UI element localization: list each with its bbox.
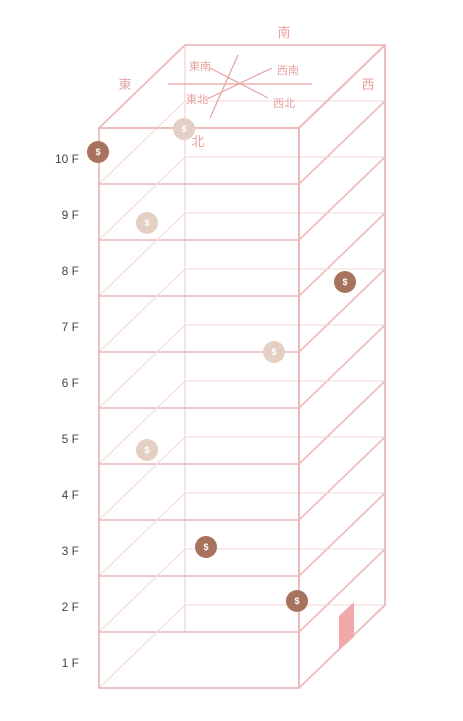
floor-label: 10 F (55, 152, 79, 166)
direction-south: 南 (277, 25, 290, 41)
floor-slab (98, 324, 386, 409)
floor-slab (98, 548, 386, 633)
floor-label: 2 F (62, 600, 79, 614)
floor-label: 9 F (62, 208, 79, 222)
direction-north: 北 (191, 135, 204, 150)
floor-label: 4 F (62, 488, 79, 502)
floor-slab (98, 492, 386, 577)
floor-slab (98, 436, 386, 521)
floor-label: 1 F (62, 656, 79, 670)
direction-northwest: 西北 (273, 97, 295, 110)
coin-symbol: $ (294, 596, 299, 606)
dollar-coin-icon: $ (173, 118, 195, 140)
coin-symbol: $ (203, 542, 208, 552)
dollar-coin-icon: $ (87, 141, 109, 163)
direction-west: 西 (361, 78, 374, 93)
building-outline (98, 44, 386, 689)
dollar-coin-icon: $ (195, 536, 217, 558)
direction-east: 東 (118, 77, 131, 93)
coin-symbol: $ (271, 347, 276, 357)
floor-labels: 10 F 9 F 8 F 7 F 6 F 5 F 4 F 3 F 2 F 1 F (55, 152, 79, 670)
compass-rose-icon (168, 54, 312, 119)
floor-slab (98, 380, 386, 465)
floor-label: 3 F (62, 544, 79, 558)
coin-symbol: $ (95, 147, 100, 157)
door-icon (339, 602, 354, 650)
coin-symbol: $ (144, 445, 149, 455)
coin-symbol: $ (181, 124, 186, 134)
building-hidden-edges (98, 44, 186, 632)
floor-label: 8 F (62, 264, 79, 278)
floor-label: 7 F (62, 320, 79, 334)
dollar-coin-icon: $ (334, 271, 356, 293)
floor-slab (98, 156, 386, 241)
coin-symbol: $ (342, 277, 347, 287)
dollar-coin-icon: $ (136, 439, 158, 461)
direction-northeast: 東北 (186, 93, 208, 106)
dollar-coin-icon: $ (263, 341, 285, 363)
dollar-coin-icon: $ (136, 212, 158, 234)
coin-symbol: $ (144, 218, 149, 228)
floor-slabs (98, 100, 386, 689)
dollar-coin-icon: $ (286, 590, 308, 612)
direction-southeast: 東南 (189, 60, 211, 73)
coins: $ $ $ $ $ $ $ $ (87, 118, 356, 612)
floor-label: 6 F (62, 376, 79, 390)
floor-slab (98, 100, 386, 185)
direction-southwest: 西南 (277, 64, 299, 77)
floor-slab (98, 212, 386, 297)
floor-label: 5 F (62, 432, 79, 446)
